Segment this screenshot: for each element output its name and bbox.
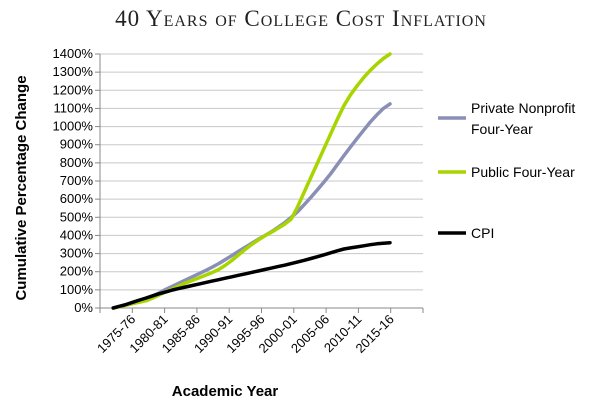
legend-label-2: CPI bbox=[471, 225, 494, 241]
series-line-2 bbox=[111, 240, 392, 310]
x-axis-label: Academic Year bbox=[172, 383, 279, 400]
y-tick-label: 600% bbox=[60, 191, 94, 206]
legend-label-1: Public Four-Year bbox=[471, 164, 575, 180]
y-tick-label: 1100% bbox=[53, 100, 93, 115]
gridlines bbox=[100, 53, 423, 309]
series-line-0 bbox=[111, 102, 392, 310]
y-tick-label: 1000% bbox=[53, 119, 94, 134]
y-tick-label: 0% bbox=[74, 300, 93, 315]
y-tick-label: 700% bbox=[60, 173, 94, 188]
y-tick-label: 900% bbox=[60, 137, 94, 152]
series-lines bbox=[111, 52, 392, 310]
y-tick-label: 400% bbox=[60, 227, 94, 242]
y-tick-label: 200% bbox=[60, 264, 94, 279]
axes: 0% 100% 200% 300% 400% 500% 600% 700% 800% 900% 10… bbox=[53, 46, 424, 356]
legend-label-0: Private Nonprofit Four-Year bbox=[471, 100, 575, 137]
y-tick-label: 1300% bbox=[53, 64, 94, 79]
y-axis-label: Cumulative Percentage Change bbox=[13, 75, 30, 300]
y-tick-label: 1200% bbox=[53, 82, 94, 97]
y-tick-label: 800% bbox=[60, 155, 94, 170]
y-tick-label: 500% bbox=[60, 209, 94, 224]
y-tick-label: 1400% bbox=[53, 46, 94, 61]
legend: Private Nonprofit Four-Year Public Four-Ye… bbox=[438, 100, 575, 241]
y-tick-label: 100% bbox=[60, 282, 94, 297]
y-tick-label: 300% bbox=[60, 246, 94, 261]
chart-title: 40 Years of College Cost Inflation bbox=[115, 6, 487, 31]
